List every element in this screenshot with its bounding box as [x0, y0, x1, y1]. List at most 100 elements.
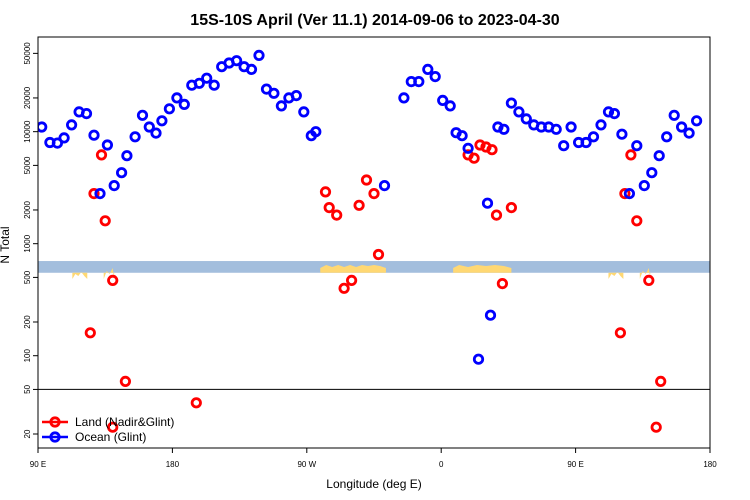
ocean-point-57	[520, 113, 532, 125]
ocean-point-44	[429, 71, 441, 83]
ocean-point-9	[101, 139, 114, 151]
y-tick-label-4: 500	[23, 270, 32, 284]
ocean-point-20	[178, 98, 190, 111]
legend-label-ocean: Ocean (Glint)	[75, 430, 146, 444]
land-point-14	[360, 174, 373, 186]
land-point-19	[474, 139, 486, 151]
land-region-1	[453, 265, 512, 273]
land-point-12	[345, 274, 358, 286]
land-point-0	[84, 327, 96, 339]
x-tick-label-3: 0	[439, 460, 444, 469]
ocean-point-6	[80, 108, 93, 120]
plot-frame	[37, 36, 711, 449]
ocean-point-42	[413, 76, 425, 88]
land-point-30	[650, 421, 662, 433]
ocean-point-48	[456, 130, 468, 142]
y-tick-label-10: 50000	[23, 42, 32, 65]
y-tick-label-8: 10000	[23, 120, 32, 143]
ocean-point-7	[88, 129, 100, 141]
land-point-22	[490, 209, 503, 221]
ocean-point-76	[661, 131, 673, 143]
ocean-point-53	[492, 121, 504, 133]
ocean-point-22	[193, 77, 205, 89]
ocean-point-55	[505, 97, 517, 109]
legend-swatch-marker-land	[49, 416, 61, 428]
land-point-16	[372, 248, 385, 261]
legend-label-land: Land (Nadir&Glint)	[75, 415, 174, 429]
ocean-point-24	[208, 79, 220, 91]
ocean-point-23	[201, 72, 213, 84]
land-point-28	[631, 215, 643, 227]
land-point-4	[107, 274, 119, 286]
legend: Land (Nadir&Glint) Ocean (Glint)	[42, 415, 174, 444]
ocean-point-0	[38, 121, 48, 133]
legend-swatch-marker-ocean	[49, 431, 61, 443]
data-points	[38, 49, 703, 433]
land-point-9	[323, 202, 335, 214]
ocean-point-19	[171, 92, 183, 104]
y-tick-label-9: 20000	[23, 86, 32, 109]
y-tick-label-1: 50	[23, 384, 32, 393]
ocean-point-72	[631, 140, 643, 152]
x-tick-label-5: 180	[703, 460, 717, 469]
ocean-point-14	[136, 109, 149, 121]
ocean-point-15	[143, 121, 155, 133]
ocean-point-32	[268, 87, 280, 99]
ocean-point-73	[638, 180, 650, 192]
ocean-point-52	[484, 309, 497, 321]
x-tick-label-1: 180	[166, 460, 180, 469]
land-region-4	[608, 272, 624, 279]
land-point-8	[319, 186, 332, 198]
x-axis: 90 E 180 90 W 0 90 E 180	[30, 448, 717, 469]
land-point-13	[353, 199, 365, 211]
ocean-point-67	[595, 119, 607, 131]
land-point-24	[505, 202, 517, 214]
ocean-point-61	[550, 123, 562, 135]
land-region-3	[103, 268, 115, 279]
ocean-point-35	[290, 90, 302, 102]
ocean-point-4	[66, 119, 78, 131]
land-point-3	[99, 215, 111, 227]
land-point-5	[107, 421, 119, 433]
ocean-point-45	[437, 94, 449, 107]
land-point-26	[619, 188, 631, 200]
ocean-point-38	[310, 126, 322, 138]
ocean-point-11	[116, 167, 128, 179]
ocean-point-54	[498, 123, 510, 135]
ocean-point-69	[608, 108, 621, 120]
ocean-point-74	[646, 167, 658, 179]
ocean-point-40	[398, 92, 410, 104]
land-point-1	[88, 188, 100, 200]
land-point-21	[486, 144, 498, 156]
ocean-point-80	[690, 115, 703, 127]
land-point-2	[95, 149, 108, 161]
ocean-point-49	[462, 142, 474, 154]
ocean-point-39	[378, 180, 391, 192]
y-tick-label-2: 100	[23, 348, 32, 362]
y-tick-label-7: 5000	[23, 156, 32, 174]
ocean-point-36	[298, 106, 310, 118]
land-ocean-band	[38, 261, 710, 279]
ocean-point-27	[231, 55, 243, 67]
land-point-6	[119, 375, 132, 387]
land-point-11	[338, 282, 350, 294]
land-point-18	[468, 152, 480, 164]
y-tick-label-5: 1000	[23, 234, 32, 252]
ocean-point-75	[653, 150, 665, 162]
ocean-point-10	[108, 180, 120, 192]
ocean-point-46	[444, 100, 456, 112]
ocean-point-68	[602, 106, 615, 118]
land-point-23	[496, 277, 508, 290]
land-point-25	[614, 327, 627, 339]
ocean-point-70	[616, 128, 628, 140]
x-tick-label-0: 90 E	[30, 460, 46, 469]
x-tick-label-4: 90 E	[567, 460, 583, 469]
ocean-point-50	[472, 353, 485, 365]
land-point-27	[625, 149, 637, 161]
ocean-point-3	[58, 132, 70, 144]
ocean-point-16	[150, 127, 162, 139]
land-region-0	[320, 265, 386, 273]
land-point-10	[331, 209, 343, 221]
ocean-point-2	[51, 137, 64, 149]
